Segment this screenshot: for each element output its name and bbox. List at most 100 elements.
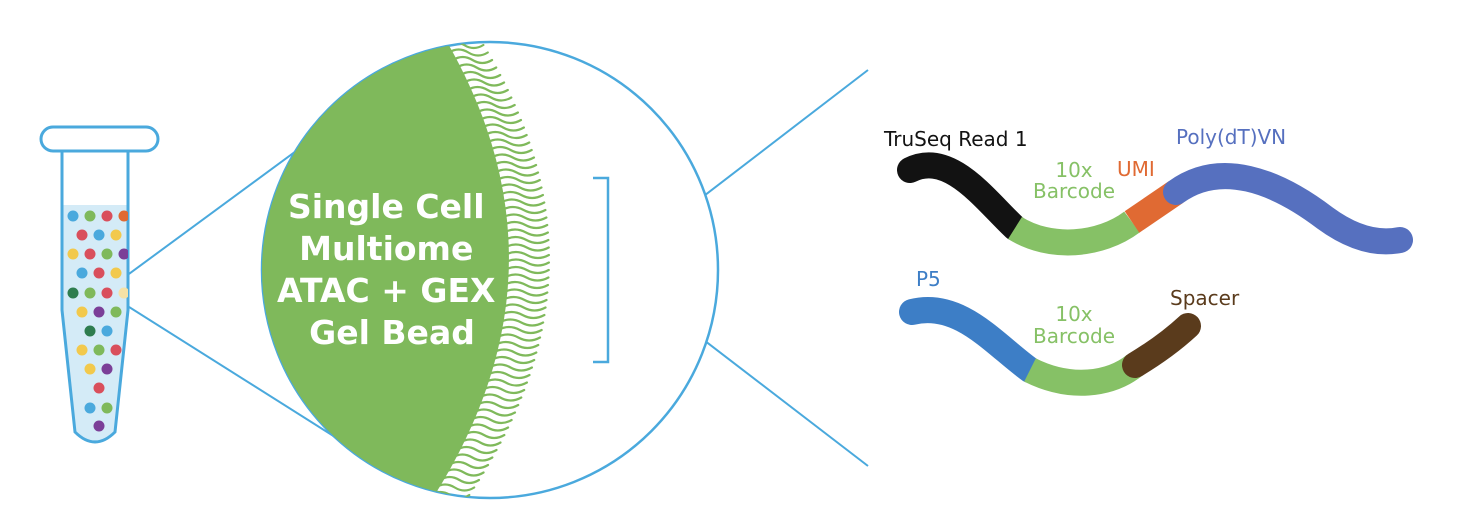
fringe-strand [497,325,543,335]
droplet [110,306,122,318]
fringe-strand [472,408,517,417]
fringe-strand [492,160,538,170]
droplet [84,210,96,222]
droplet [84,248,96,260]
fringe-strand [495,333,542,342]
fringe-strand [498,190,545,200]
fringe-strand [459,70,502,80]
droplet [76,306,88,318]
fringe-strand [455,63,498,72]
droplet [118,287,128,299]
atac-capture-oligo [899,297,1201,396]
fringe-strand [503,265,550,275]
gex-barcode-segment [1008,211,1140,256]
fringe-strand [465,423,510,432]
spacer-label: Spacer [1170,286,1240,310]
droplet [118,248,128,260]
fringe-strand [498,318,545,327]
fringe-strand [447,460,490,470]
fringe-strand [490,153,536,162]
tube-cap [39,125,160,153]
droplet [93,420,105,432]
fringe-strand [480,385,526,395]
fringe-strand [469,415,513,425]
fringe-strand [483,378,529,387]
fringe-strand [440,35,478,41]
atac-barcode-label-line2: Barcode [1033,324,1115,348]
fringe-strand [469,93,513,102]
fringe-strand [503,273,550,282]
droplet [84,325,96,337]
fringe-strand [500,303,547,312]
fringe-strand [447,48,489,57]
fringe-strand [438,475,481,485]
gex-barcode-label-line1: 10x [1055,158,1092,182]
droplet [67,287,79,299]
fringe-strand [421,507,459,513]
fringe-strand [501,213,548,222]
droplet [84,287,96,299]
droplet [84,402,96,414]
droplet [101,248,113,260]
fringe-strand [462,430,506,440]
droplet [93,229,105,241]
bead-title-line: Multiome [299,229,473,268]
polydt-label: Poly(dT)VN [1176,125,1286,149]
fringe-strand [502,228,549,237]
fringe-strand [483,130,528,140]
spacer-segment [1122,313,1201,378]
droplet [67,210,79,222]
tube-droplets [67,210,128,432]
droplet [110,229,122,241]
fringe-strand [475,400,520,410]
gex-labels: TruSeq Read 1 10x Barcode UMI Poly(dT)VN [883,125,1286,203]
droplet [101,325,113,337]
atac-barcode-label-line1: 10x [1055,302,1092,326]
fringe-strand [486,138,531,147]
fringe-strand [434,483,476,492]
truseq-read1-label: TruSeq Read 1 [883,127,1028,151]
fringe-strand [502,280,550,290]
surface-bracket [593,176,610,364]
fringe-strand [488,145,533,155]
fringe-strand [495,175,541,185]
fringe-strand [478,115,523,125]
bead-green-core [262,42,509,498]
droplet [93,306,105,318]
gel-bead: Single Cell Multiome ATAC + GEX Gel Bead [260,35,720,513]
droplet [67,248,79,260]
fringe-strand [462,78,506,87]
droplet [118,210,128,222]
polydt-segment [1163,163,1413,255]
fringe-strand [490,355,536,365]
gex-capture-oligo [897,152,1413,256]
fringe-strand [503,235,550,245]
droplet [93,344,105,356]
fringe-strand [455,445,498,455]
droplet [101,402,113,414]
bead-title-line: ATAC + GEX [277,271,495,310]
fringe-strand [500,205,547,215]
bead-title: Single Cell Multiome ATAC + GEX Gel Bead [277,187,507,352]
fringe-strand [426,500,464,506]
fringe-strand [494,168,540,177]
droplet [76,344,88,356]
bead-title-line: Gel Bead [309,313,475,352]
fringe-strand [493,340,540,350]
fringe-strand [443,468,485,477]
fringe-strand [458,438,502,447]
fringe-strand [481,123,525,132]
droplet [93,382,105,394]
fringe-strand [503,250,550,260]
fringe-strand [502,220,549,230]
gex-barcode-label-line2: Barcode [1033,179,1115,203]
p5-label: P5 [916,267,941,291]
fringe-strand [488,363,534,372]
droplet [93,267,105,279]
fringe-strand [499,310,546,320]
fringe-strand [497,183,543,192]
droplet [101,287,113,299]
fringe-strand [451,453,494,462]
test-tube [39,125,160,444]
